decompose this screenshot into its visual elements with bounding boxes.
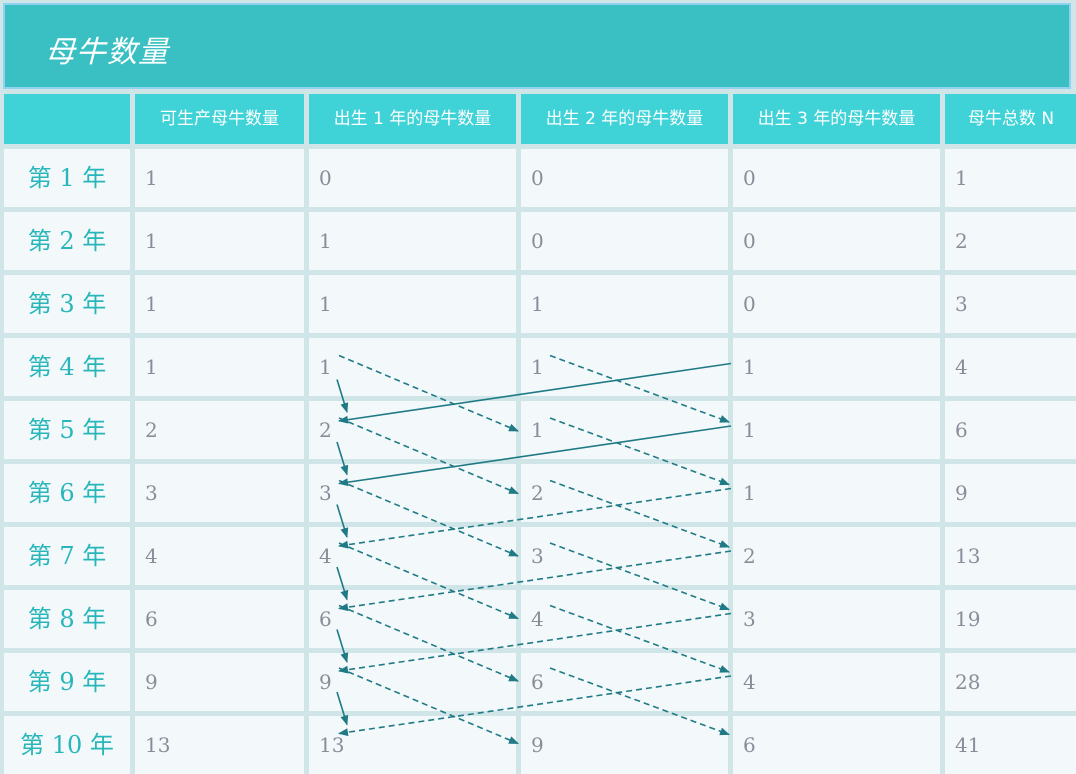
- cell-age1-year-7: 4: [309, 527, 516, 585]
- row-label-year-10: 第 10 年: [4, 716, 130, 774]
- cell-age3-year-5: 1: [733, 401, 940, 459]
- row-label-year-9: 第 9 年: [4, 653, 130, 711]
- cell-age2-year-8: 4: [521, 590, 728, 648]
- cell-total-year-10: 41: [945, 716, 1076, 774]
- cell-productive-year-5: 2: [135, 401, 304, 459]
- cell-age2-year-4: 1: [521, 338, 728, 396]
- cow-count-table: 可生产母牛数量 出生 1 年的母牛数量 出生 2 年的母牛数量 出生 3 年的母牛数量…: [4, 94, 1076, 774]
- cell-total-year-7: 13: [945, 527, 1076, 585]
- cell-total-year-5: 6: [945, 401, 1076, 459]
- row-label-year-5: 第 5 年: [4, 401, 130, 459]
- cell-productive-year-10: 13: [135, 716, 304, 774]
- header-total: 母牛总数 N: [945, 94, 1076, 144]
- cell-productive-year-4: 1: [135, 338, 304, 396]
- header-productive: 可生产母牛数量: [135, 94, 304, 144]
- page-title: 母牛数量: [45, 35, 169, 70]
- cell-age1-year-3: 1: [309, 275, 516, 333]
- row-label-year-8: 第 8 年: [4, 590, 130, 648]
- cell-age2-year-6: 2: [521, 464, 728, 522]
- cell-age1-year-10: 13: [309, 716, 516, 774]
- cell-age3-year-4: 1: [733, 338, 940, 396]
- row-label-year-7: 第 7 年: [4, 527, 130, 585]
- cell-total-year-2: 2: [945, 212, 1076, 270]
- cell-total-year-9: 28: [945, 653, 1076, 711]
- row-label-year-1: 第 1 年: [4, 149, 130, 207]
- cell-age3-year-10: 6: [733, 716, 940, 774]
- cell-age2-year-2: 0: [521, 212, 728, 270]
- cell-productive-year-9: 9: [135, 653, 304, 711]
- cell-total-year-8: 19: [945, 590, 1076, 648]
- cell-age2-year-1: 0: [521, 149, 728, 207]
- cell-age2-year-9: 6: [521, 653, 728, 711]
- header-age2: 出生 2 年的母牛数量: [521, 94, 728, 144]
- cell-age1-year-4: 1: [309, 338, 516, 396]
- row-label-year-6: 第 6 年: [4, 464, 130, 522]
- cell-total-year-6: 9: [945, 464, 1076, 522]
- row-label-year-2: 第 2 年: [4, 212, 130, 270]
- cell-productive-year-3: 1: [135, 275, 304, 333]
- cell-age3-year-8: 3: [733, 590, 940, 648]
- row-label-year-4: 第 4 年: [4, 338, 130, 396]
- cell-productive-year-7: 4: [135, 527, 304, 585]
- cell-productive-year-2: 1: [135, 212, 304, 270]
- cell-total-year-4: 4: [945, 338, 1076, 396]
- cell-age2-year-10: 9: [521, 716, 728, 774]
- cell-age1-year-5: 2: [309, 401, 516, 459]
- cell-age3-year-1: 0: [733, 149, 940, 207]
- cell-age3-year-2: 0: [733, 212, 940, 270]
- header-age3: 出生 3 年的母牛数量: [733, 94, 940, 144]
- cell-productive-year-6: 3: [135, 464, 304, 522]
- cell-age3-year-6: 1: [733, 464, 940, 522]
- cell-productive-year-1: 1: [135, 149, 304, 207]
- row-label-year-3: 第 3 年: [4, 275, 130, 333]
- cell-age2-year-7: 3: [521, 527, 728, 585]
- cell-age1-year-6: 3: [309, 464, 516, 522]
- cell-age3-year-9: 4: [733, 653, 940, 711]
- header-corner: [4, 94, 130, 144]
- cell-age1-year-1: 0: [309, 149, 516, 207]
- cell-age1-year-8: 6: [309, 590, 516, 648]
- cell-age3-year-3: 0: [733, 275, 940, 333]
- cell-age2-year-5: 1: [521, 401, 728, 459]
- title-bar: 母牛数量: [3, 3, 1071, 89]
- cell-total-year-1: 1: [945, 149, 1076, 207]
- cell-total-year-3: 3: [945, 275, 1076, 333]
- cell-age3-year-7: 2: [733, 527, 940, 585]
- header-age1: 出生 1 年的母牛数量: [309, 94, 516, 144]
- cell-age1-year-9: 9: [309, 653, 516, 711]
- cell-productive-year-8: 6: [135, 590, 304, 648]
- cell-age1-year-2: 1: [309, 212, 516, 270]
- cell-age2-year-3: 1: [521, 275, 728, 333]
